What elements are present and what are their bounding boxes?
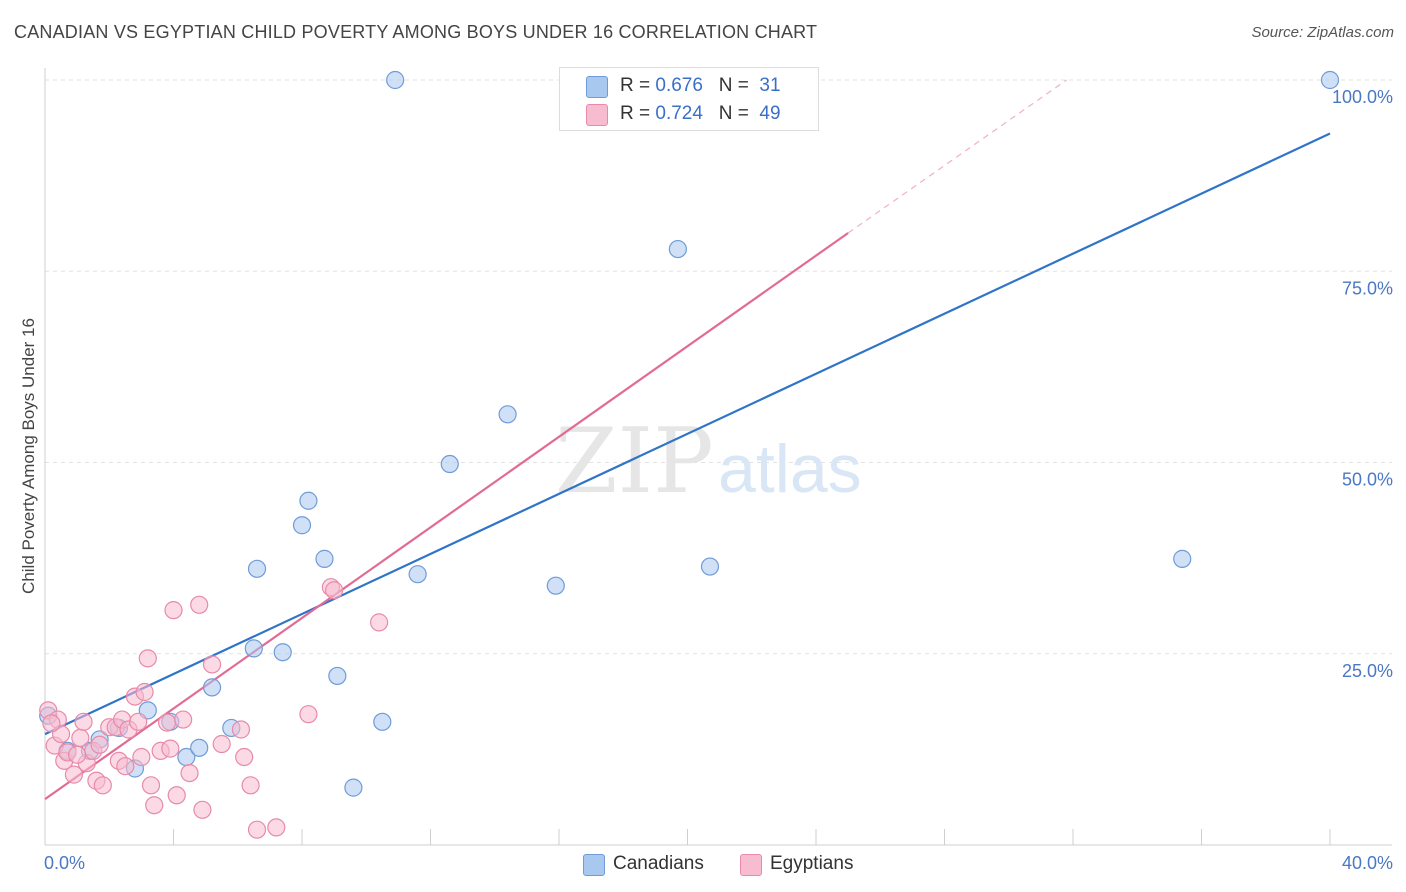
trend-line-extension xyxy=(847,79,1067,234)
point-egyptians xyxy=(325,581,344,600)
bottom-legend-label-egyptians: Egyptians xyxy=(770,853,854,874)
point-egyptians xyxy=(71,728,90,748)
watermark-zip: ZIP xyxy=(555,409,714,514)
legend-r-value: 0.676 xyxy=(655,75,703,96)
point-canadians xyxy=(244,639,263,658)
point-canadians xyxy=(700,557,720,576)
legend-n-value: 49 xyxy=(759,103,781,124)
bottom-legend-swatch-egyptians xyxy=(740,854,762,876)
point-egyptians xyxy=(212,734,231,754)
point-egyptians xyxy=(299,705,318,724)
watermark: ZIP atlas xyxy=(555,409,862,514)
data-points xyxy=(39,70,1340,839)
tick-labels: 25.0% 50.0% 75.0% 100.0% 0.0% 40.0% xyxy=(44,87,1393,873)
point-canadians xyxy=(299,491,318,510)
point-canadians xyxy=(202,678,222,697)
trend-line-canadians xyxy=(44,132,1331,736)
legend-n-label: N = xyxy=(718,75,755,96)
point-egyptians xyxy=(145,796,164,815)
legend-box: R = 0.676 N = 31 R = 0.724 N = 49 xyxy=(559,67,819,131)
point-egyptians xyxy=(129,712,148,731)
point-egyptians xyxy=(190,595,209,614)
y-tick-label: 25.0% xyxy=(1342,661,1393,681)
point-egyptians xyxy=(74,712,93,731)
point-canadians xyxy=(498,405,517,424)
point-egyptians xyxy=(193,800,212,819)
point-egyptians xyxy=(141,776,161,795)
point-egyptians xyxy=(135,682,154,702)
y-tick-label: 50.0% xyxy=(1342,470,1393,490)
chart-title: CANADIAN VS EGYPTIAN CHILD POVERTY AMONG… xyxy=(14,22,818,42)
point-egyptians xyxy=(267,818,286,837)
point-egyptians xyxy=(93,776,112,795)
point-egyptians xyxy=(116,757,135,776)
y-tick-label: 75.0% xyxy=(1342,278,1393,298)
legend-n-label: N = xyxy=(718,103,755,124)
point-canadians xyxy=(546,576,565,595)
point-egyptians xyxy=(235,747,254,767)
point-egyptians xyxy=(231,720,251,739)
point-canadians xyxy=(315,549,334,568)
point-canadians xyxy=(408,565,427,584)
point-egyptians xyxy=(174,710,193,729)
point-canadians xyxy=(328,666,347,686)
point-egyptians xyxy=(68,745,87,764)
trend-line-egyptians xyxy=(44,232,849,800)
point-egyptians xyxy=(42,714,61,733)
point-egyptians xyxy=(164,601,183,620)
legend-r-label: R = xyxy=(620,75,656,96)
point-egyptians xyxy=(202,655,222,674)
point-egyptians xyxy=(247,820,267,839)
legend-n-value: 31 xyxy=(759,75,781,96)
grid-lines xyxy=(45,79,1392,655)
point-egyptians xyxy=(138,649,157,668)
point-egyptians xyxy=(370,613,389,632)
legend-r-value: 0.724 xyxy=(655,103,703,124)
point-canadians xyxy=(247,559,267,578)
point-canadians xyxy=(273,643,292,662)
y-tick-label: 100.0% xyxy=(1332,87,1393,107)
point-egyptians xyxy=(180,763,199,783)
point-canadians xyxy=(386,70,405,90)
source-label: Source: ZipAtlas.com xyxy=(1251,24,1394,41)
point-canadians xyxy=(190,738,209,757)
bottom-legend-swatch-canadians xyxy=(583,854,605,876)
point-canadians xyxy=(668,239,687,259)
point-canadians xyxy=(292,516,312,535)
legend-text-egyptians: R = 0.724 N = 49 xyxy=(620,102,781,126)
legend-text-canadians: R = 0.676 N = 31 xyxy=(620,74,781,98)
point-egyptians xyxy=(167,786,186,805)
bottom-legend-label-canadians: Canadians xyxy=(613,853,704,874)
point-egyptians xyxy=(132,747,151,767)
point-canadians xyxy=(1173,549,1192,568)
point-canadians xyxy=(1320,70,1340,90)
point-canadians xyxy=(440,454,459,474)
point-egyptians xyxy=(64,765,84,784)
point-egyptians xyxy=(241,776,260,795)
point-egyptians xyxy=(157,713,177,732)
watermark-atlas: atlas xyxy=(718,431,862,507)
legend-swatch-egyptians xyxy=(586,104,608,126)
point-canadians xyxy=(373,712,392,731)
legend-r-label: R = xyxy=(620,103,656,124)
point-canadians xyxy=(344,778,363,797)
point-egyptians xyxy=(90,735,109,754)
y-axis-label: Child Poverty Among Boys Under 16 xyxy=(19,318,38,594)
x-tick-label: 40.0% xyxy=(1342,853,1393,873)
x-tick-label: 0.0% xyxy=(44,853,85,873)
legend-swatch-canadians xyxy=(586,76,608,98)
trend-lines xyxy=(44,79,1331,800)
point-egyptians xyxy=(161,739,180,758)
